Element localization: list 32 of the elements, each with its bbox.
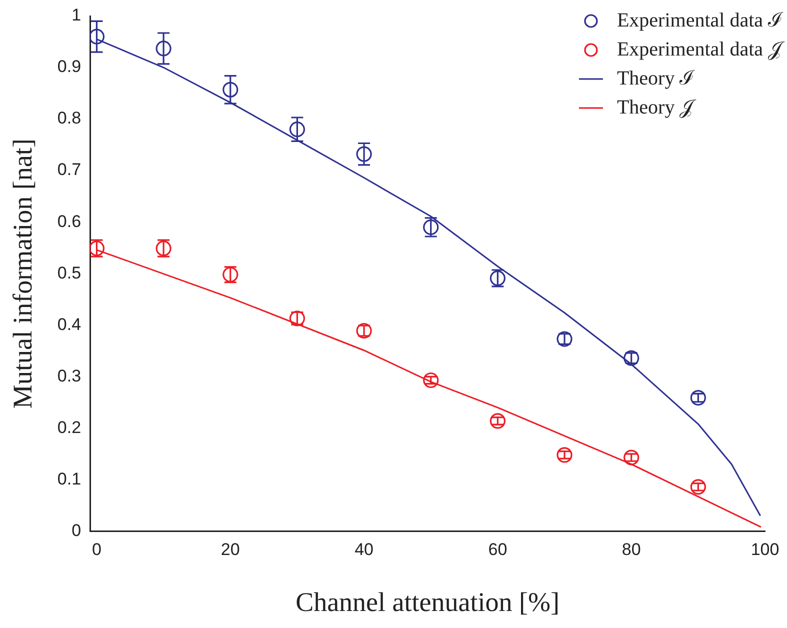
y-tick-label: 0.7 <box>57 160 82 180</box>
point <box>690 479 706 495</box>
y-tick-label: 0.8 <box>57 108 82 128</box>
legend-label: Experimental data 𝒥 <box>616 38 785 60</box>
x-tick-label: 60 <box>488 540 508 560</box>
y-tick-label: 0.2 <box>57 418 82 437</box>
point <box>690 390 706 406</box>
point <box>289 122 305 138</box>
point <box>624 450 640 466</box>
y-tick-label: 0.9 <box>57 57 82 76</box>
y-axis-title: Mutual information [nat] <box>7 138 38 409</box>
point <box>556 447 572 463</box>
y-tick-label: 0 <box>72 520 82 540</box>
legend-label: Experimental data ℐ <box>616 9 784 32</box>
x-tick-label: 80 <box>622 540 641 560</box>
point <box>222 82 238 98</box>
point <box>490 413 506 429</box>
point <box>356 146 372 162</box>
y-tick-label: 0.3 <box>57 366 82 386</box>
point <box>156 40 172 56</box>
y-tick-label: 0.6 <box>57 212 82 231</box>
x-axis-title: Channel attenuation [%] <box>296 586 560 617</box>
x-tick-label: 40 <box>354 540 374 560</box>
x-tick-label: 100 <box>750 540 780 560</box>
y-tick-label: 0.4 <box>57 314 82 334</box>
y-tick-label: 1 <box>72 6 82 25</box>
y-tick-label: 0.5 <box>57 263 82 282</box>
x-tick-label: 0 <box>92 540 102 560</box>
y-tick-label: 0.1 <box>57 469 82 488</box>
legend-label: Theory 𝒥 <box>616 96 697 118</box>
legend-label: Theory ℐ <box>616 67 696 90</box>
x-tick-label: 20 <box>220 540 240 560</box>
